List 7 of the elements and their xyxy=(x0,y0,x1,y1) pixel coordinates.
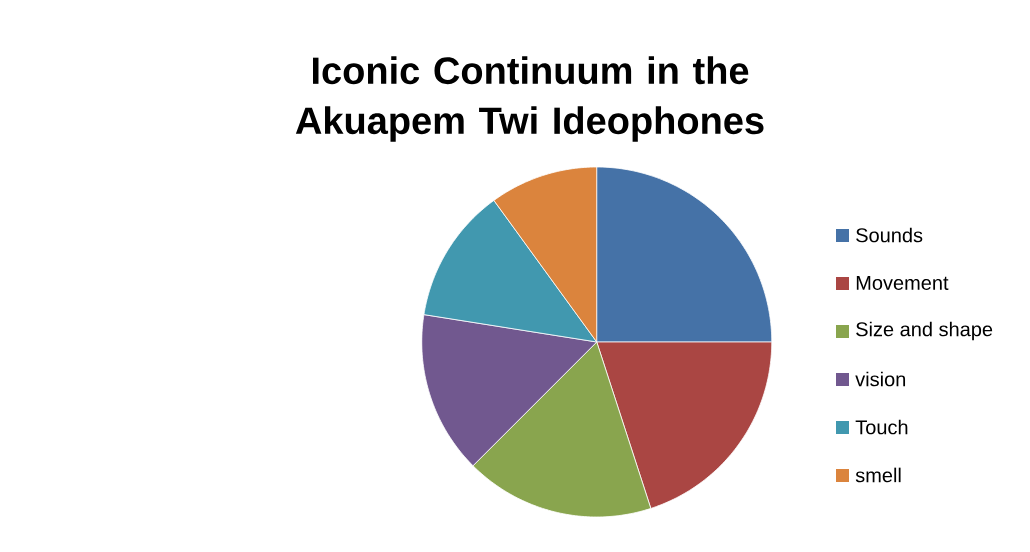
legend-label: smell xyxy=(855,467,901,483)
chart-title: Iconic Continuum in the Akuapem Twi Ideophones xyxy=(295,56,764,142)
legend-label: Size and shape xyxy=(856,321,993,341)
legend-label: Movement xyxy=(856,276,949,290)
legend-label: vision xyxy=(855,371,906,387)
legend-label: Touch xyxy=(855,419,908,435)
legend-label: Sounds xyxy=(856,227,923,243)
